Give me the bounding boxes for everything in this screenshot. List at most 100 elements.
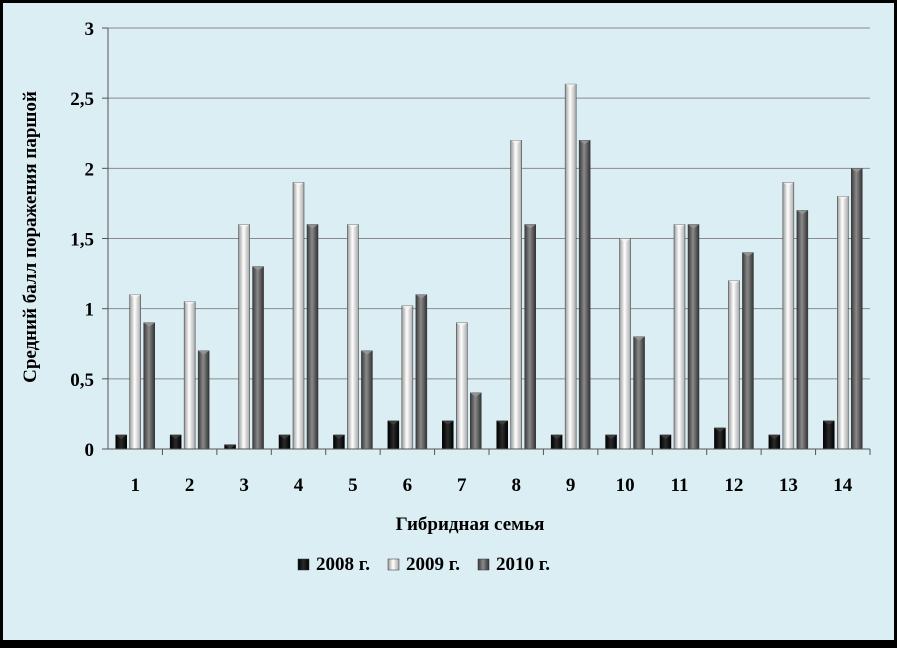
bar-bevel <box>224 444 236 449</box>
bar <box>510 140 522 450</box>
legend-swatch <box>387 558 400 571</box>
bar-bevel <box>510 140 522 145</box>
bar <box>183 301 196 450</box>
x-tick-label: 6 <box>403 475 413 496</box>
bar <box>782 182 795 450</box>
bar <box>306 224 319 450</box>
x-tick-label: 5 <box>348 475 358 496</box>
bar-bevel <box>184 301 196 306</box>
x-axis-label: Гибридная семья <box>396 514 545 535</box>
x-tick-label: 7 <box>457 475 467 496</box>
bar-bevel <box>470 392 482 397</box>
bar <box>442 420 454 450</box>
bar <box>129 294 141 450</box>
bar-bevel <box>579 140 591 145</box>
y-tick-label: 2 <box>85 159 95 180</box>
bar-bevel <box>143 322 155 327</box>
bar <box>197 350 210 450</box>
bar <box>687 224 700 450</box>
bar-bevel <box>605 434 617 439</box>
y-tick-label: 2,5 <box>70 89 94 110</box>
x-tick-label: 13 <box>779 475 798 496</box>
y-tick-label: 3 <box>85 19 95 40</box>
bar-bevel <box>333 434 345 439</box>
bar-bevel <box>115 434 127 439</box>
legend-label: 2010 г. <box>496 554 550 575</box>
bar <box>524 224 536 450</box>
bar-bevel <box>674 224 685 229</box>
x-tick-label: 9 <box>566 475 576 496</box>
bars <box>115 83 863 450</box>
bar-bevel <box>565 84 577 89</box>
bar-bevel <box>307 224 318 229</box>
bar <box>361 350 373 450</box>
bar <box>742 252 754 450</box>
bar-bevel <box>401 305 413 310</box>
x-tick-label: 11 <box>671 475 689 496</box>
bar-bevel <box>768 434 780 439</box>
bar <box>619 238 631 450</box>
legend-label: 2009 г. <box>406 554 460 575</box>
bar <box>252 266 264 450</box>
bar-bevel <box>728 280 740 285</box>
bar-bevel <box>361 350 373 355</box>
legend-swatch <box>297 558 310 571</box>
y-axis-label: Средний балл поражения паршой <box>20 91 41 383</box>
bar-bevel <box>851 168 863 173</box>
x-tick-label: 14 <box>833 475 853 496</box>
bar-bevel <box>551 434 563 439</box>
bar <box>143 322 155 450</box>
bar <box>387 420 400 450</box>
bar-bevel <box>252 266 264 271</box>
bar-bevel <box>714 427 726 432</box>
bar <box>578 140 591 450</box>
bar <box>292 182 305 450</box>
legend-label: 2008 г. <box>316 554 370 575</box>
x-tick-label: 3 <box>239 475 249 496</box>
bar-bevel <box>170 434 182 439</box>
bar-bevel <box>456 322 468 327</box>
bar-bevel <box>619 238 631 243</box>
x-tick-label: 4 <box>294 475 304 496</box>
bar <box>496 420 508 450</box>
bar-bevel <box>129 294 141 299</box>
bar <box>796 210 809 450</box>
bar-bevel <box>796 210 808 215</box>
bar-bevel <box>496 420 508 425</box>
bar-bevel <box>415 294 427 299</box>
bar <box>564 83 577 450</box>
bar <box>456 322 468 450</box>
x-tick-label: 2 <box>185 475 195 496</box>
bar-bevel <box>347 224 359 229</box>
bar-bevel <box>198 350 210 355</box>
bar-bevel <box>279 434 290 439</box>
bar <box>238 224 250 450</box>
bar-bevel <box>782 182 794 187</box>
bar-bevel <box>688 224 699 229</box>
bar <box>470 392 482 450</box>
bar-bevel <box>238 224 250 229</box>
x-tick-label: 1 <box>130 475 140 496</box>
bar <box>401 305 414 450</box>
y-tick-label: 0,5 <box>70 370 94 391</box>
bar-bevel <box>387 420 399 425</box>
y-tick-label: 1,5 <box>70 230 94 251</box>
axes: 00,511,522,531 2 3 4 5 6 7 8 9 10 11 12 13 14 <box>70 19 871 496</box>
bar-bevel <box>293 182 304 187</box>
bar-bevel <box>742 252 754 257</box>
bar <box>728 280 740 450</box>
bar <box>673 224 686 450</box>
y-tick-label: 1 <box>85 300 95 321</box>
bar <box>823 420 835 450</box>
bar <box>415 294 428 450</box>
bar-bevel <box>442 420 454 425</box>
bar <box>347 224 359 450</box>
bar-bevel <box>524 224 536 229</box>
bar <box>851 168 863 450</box>
x-tick-label: 12 <box>724 475 743 496</box>
bar-bevel <box>837 196 849 201</box>
bar <box>633 336 645 450</box>
x-tick-label: 8 <box>511 475 521 496</box>
